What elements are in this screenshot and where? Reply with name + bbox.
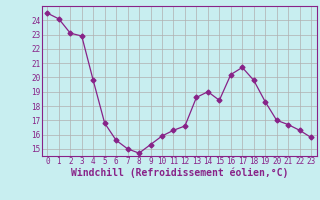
X-axis label: Windchill (Refroidissement éolien,°C): Windchill (Refroidissement éolien,°C) xyxy=(70,168,288,178)
